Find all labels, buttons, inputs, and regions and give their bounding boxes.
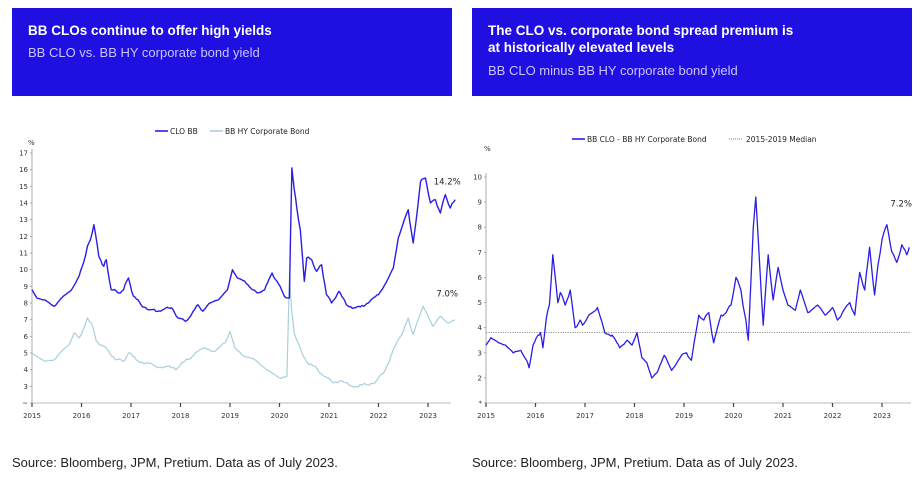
right-y-unit: % [484,145,491,153]
left-y-tick-label: 5 [24,350,28,358]
left-plot-area: ~3 4 5 6 7 8 9 10 11 12 13 14 15 16 17 2015 2016 2017 2018… [19,149,461,420]
left-x-tick-label: 2023 [419,412,437,420]
right-chart-subtitle: BB CLO minus BB HY corporate bond yield [488,63,738,78]
left-y-tick-label: 9 [24,283,28,291]
left-y-tick-label: 6 [24,333,29,341]
right-legend: BB CLO - BB HY Corporate Bond 2015-2019 … [572,135,817,144]
right-chart-banner: The CLO vs. corporate bond spread premiu… [472,8,912,96]
right-y-tick-label: 9 [478,199,482,207]
legend-label-bb-hy: BB HY Corporate Bond [225,127,310,136]
right-x-tick-label: 2017 [576,412,594,420]
left-y-tick-label: 17 [19,150,28,158]
left-y-unit: % [28,139,35,147]
left-y-tick-label: 12 [19,233,28,241]
right-y-tick-label: 4 [478,324,483,332]
left-y-tick-label: 4 [24,366,29,374]
left-y-tick-label: 8 [24,300,28,308]
left-y-tick-label: 13 [19,216,28,224]
left-y-tick-label: 14 [19,200,28,208]
right-end-value-label: 7.2% [890,200,912,210]
right-y-tick-label: 10 [473,174,482,182]
legend-label-spread: BB CLO - BB HY Corporate Bond [587,135,707,144]
legend-label-clo-bb: CLO BB [170,127,198,136]
left-x-tick-label: 2022 [370,412,388,420]
right-y-tick-label: * [479,400,483,408]
left-chart-title: BB CLOs continue to offer high yields [28,23,272,38]
left-y-tick-label: 16 [19,166,28,174]
left-source-note: Source: Bloomberg, JPM, Pretium. Data as… [12,455,338,470]
left-end-value-label: 14.2% [434,178,461,188]
right-y-tick-label: 2 [478,374,482,382]
left-chart-banner: BB CLOs continue to offer high yields BB… [12,8,452,96]
right-x-tick-label: 2023 [873,412,891,420]
left-x-tick-label: 2020 [271,412,289,420]
charts-canvas: CLO BB BB HY Corporate Bond % BB CLO - B… [19,127,912,420]
left-x-tick-label: 2015 [23,412,41,420]
left-y-tick-label: 15 [19,183,28,191]
left-y-tick-label: ~ [22,400,28,408]
right-x-tick-label: 2022 [824,412,842,420]
right-x-tick-label: 2021 [774,412,792,420]
left-x-tick-label: 2018 [172,412,190,420]
left-y-tick-label: 11 [19,250,28,258]
left-y-tick-label: 3 [24,383,28,391]
left-legend: CLO BB BB HY Corporate Bond [155,127,310,136]
left-series-bb-hy-corporate-bond [31,277,456,388]
right-chart-title-line2: at historically elevated levels [488,40,675,55]
left-x-tick-label: 2021 [320,412,338,420]
left-y-tick-label: 7 [24,316,28,324]
right-plot-area: * 2 3 4 5 6 7 8 9 10 2015 2016 2017 2018 2019 2020 2021 2… [473,173,912,420]
right-chart-title-line1: The CLO vs. corporate bond spread premiu… [488,23,794,38]
left-x-tick-label: 2016 [73,412,91,420]
left-x-tick-label: 2017 [122,412,140,420]
right-y-tick-label: 6 [478,274,483,282]
right-x-tick-label: 2020 [725,412,743,420]
left-chart-subtitle: BB CLO vs. BB HY corporate bond yield [28,45,260,60]
right-source-note: Source: Bloomberg, JPM, Pretium. Data as… [472,455,798,470]
left-series-clo-bb [31,167,456,322]
right-x-tick-label: 2018 [626,412,644,420]
legend-label-median: 2015-2019 Median [746,135,817,144]
right-y-tick-label: 5 [478,299,482,307]
right-y-tick-label: 3 [478,349,482,357]
right-x-tick-label: 2015 [477,412,495,420]
right-x-tick-label: 2019 [675,412,693,420]
left-x-tick-label: 2019 [221,412,239,420]
right-y-tick-label: 7 [478,249,482,257]
right-chart-title: The CLO vs. corporate bond spread premiu… [488,22,896,56]
right-series-bb-clo-bb-hy-corporate-bond [485,196,910,379]
right-x-tick-label: 2016 [527,412,545,420]
right-y-tick-label: 8 [478,224,482,232]
left-y-tick-label: 10 [19,266,28,274]
left-end-value-label: 7.0% [436,289,458,299]
